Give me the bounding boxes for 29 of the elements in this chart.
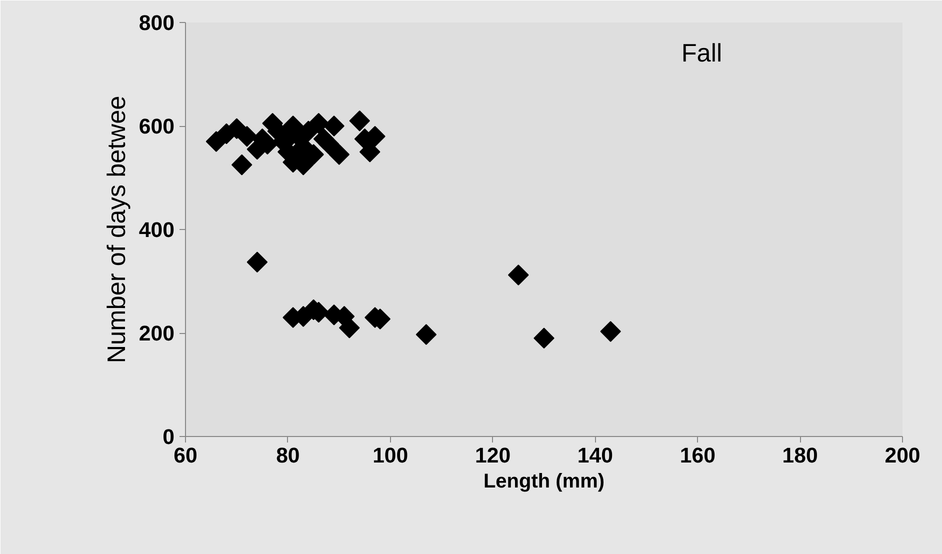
x-tick-label: 180: [782, 444, 818, 468]
point: [600, 321, 621, 342]
x-tick-label: 160: [680, 444, 716, 468]
point: [534, 328, 554, 349]
x-tick-label: 100: [372, 444, 408, 468]
point: [324, 116, 344, 136]
point: [349, 110, 370, 132]
point: [308, 113, 330, 134]
x-tick-label: 60: [174, 444, 198, 468]
x-axis-title: Length (mm): [483, 470, 605, 492]
y-tick-label: 800: [138, 11, 175, 35]
x-tick-label: 80: [276, 444, 300, 468]
point: [416, 324, 437, 345]
point: [236, 126, 258, 147]
point: [328, 144, 350, 165]
point: [508, 264, 529, 286]
x-tick-label: 120: [474, 444, 511, 468]
y-axis-title: Number of days betwee: [102, 96, 131, 364]
text: Fall: [681, 40, 722, 68]
point: [246, 252, 268, 272]
x-tick-label: 200: [884, 444, 920, 468]
point: [359, 141, 380, 162]
y-tick-label: 200: [138, 322, 175, 346]
y-tick-label: 400: [138, 218, 175, 242]
point: [318, 134, 340, 155]
x-tick-label: 140: [577, 444, 614, 468]
y-tick-label: 0: [162, 425, 175, 449]
point: [231, 154, 252, 176]
y-tick-label: 600: [138, 114, 175, 138]
